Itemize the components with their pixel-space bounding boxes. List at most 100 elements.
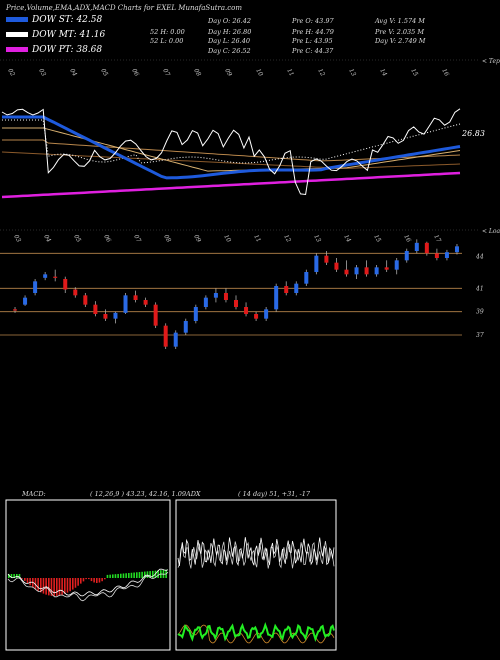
macd-histogram-bar [157, 570, 159, 578]
legend-dow-mt: DOW MT: 41.16 [6, 30, 105, 40]
macd-histogram-bar [29, 578, 31, 586]
macd-histogram-bar [93, 578, 95, 583]
macd-histogram-bar [133, 572, 135, 578]
candle-body [384, 267, 389, 270]
candle-body [183, 321, 188, 333]
macd-histogram-bar [26, 578, 29, 584]
ema-date-tick: 11 [285, 68, 295, 78]
macd-histogram-bar [90, 578, 93, 582]
ema-date-tick: 09 [223, 68, 233, 78]
candle-body [143, 300, 148, 305]
stat-day-low: Day L: 26.40 [208, 37, 251, 45]
macd-histogram-bar [152, 570, 154, 578]
candle-body [334, 262, 339, 270]
candle-body [13, 309, 18, 311]
candle-body [294, 283, 299, 293]
macd-histogram-bar [130, 572, 133, 578]
macd-histogram-bar [58, 578, 61, 596]
candle-body [63, 279, 68, 290]
candle-date-tick: 17 [432, 234, 442, 244]
legend-dow-st-label: DOW ST: 42.58 [32, 15, 103, 25]
legend-swatch-blue [6, 17, 28, 22]
macd-histogram-bar [122, 573, 125, 578]
stat-day-open: Day O: 26.42 [208, 17, 252, 25]
macd-histogram-bar [64, 578, 66, 594]
macd-histogram-bar [13, 574, 15, 578]
candle-body [123, 295, 128, 313]
ema-date-tick: 05 [99, 68, 109, 78]
candle-body [374, 267, 379, 275]
macd-histogram-bar [8, 574, 10, 578]
candle-body [284, 286, 289, 293]
ema-line-tan-short [2, 127, 461, 172]
candle-body [364, 267, 369, 275]
macd-histogram-bar [125, 573, 127, 578]
candle-body [304, 272, 309, 284]
candle-body [244, 307, 249, 314]
macd-histogram-bar [72, 578, 74, 590]
candle-date-tick: 06 [102, 234, 112, 244]
stat-avg-volume: Avg V: 1.574 M [375, 17, 425, 25]
candle-date-tick: 05 [72, 234, 82, 244]
adx-panel [175, 499, 337, 651]
macd-histogram-bar [144, 571, 146, 578]
macd-histogram-bar [21, 578, 23, 579]
ema-date-tick: 06 [130, 68, 140, 78]
macd-histogram-bar [61, 578, 63, 595]
macd-histogram-bar [74, 578, 77, 588]
macd-histogram-bar [40, 578, 42, 593]
macd-histogram-bar [120, 573, 122, 578]
candle-date-tick: 07 [132, 234, 142, 244]
adx-line-secondary [177, 541, 335, 569]
price-level-label: 37 [476, 332, 484, 339]
macd-histogram-bar [112, 574, 114, 578]
stat-pre-volume: Pre V: 2.035 M [375, 28, 425, 36]
ema-line-blue [2, 115, 461, 180]
macd-histogram-bar [88, 578, 90, 580]
macd-signal-line [7, 571, 169, 602]
stat-day-high: Day H: 26.80 [208, 28, 252, 36]
ema-last-price-label: 26.83 [461, 129, 485, 138]
macd-histogram-bar [136, 572, 138, 578]
candle-body [193, 307, 198, 321]
candle-body [83, 295, 88, 305]
candle-body [113, 312, 118, 319]
candle-body [404, 251, 409, 261]
candle-corner-label: < Loaan [482, 228, 500, 235]
macd-histogram-bar [37, 578, 39, 591]
macd-histogram-bar [48, 578, 50, 596]
ema-date-tick: 13 [347, 68, 357, 78]
macd-histogram-bar [128, 573, 130, 578]
candle-body [223, 293, 228, 300]
candle-date-tick: 11 [252, 234, 262, 244]
candle-body [274, 286, 279, 310]
macd-histogram-bar [114, 574, 117, 578]
stat-52w-low: 52 L: 0.00 [150, 37, 184, 45]
legend-dow-mt-label: DOW MT: 41.16 [32, 30, 106, 40]
macd-histogram-bar [96, 578, 98, 583]
candle-body [53, 276, 58, 278]
macd-histogram-bar [80, 578, 82, 584]
candle-date-tick: 04 [42, 234, 52, 244]
stat-day-close: Day C: 26.52 [208, 47, 251, 55]
ema-date-tick: 15 [409, 68, 419, 78]
price-level-label: 41 [475, 285, 484, 292]
macd-histogram-bar [45, 578, 47, 595]
ema-date-tick: 03 [37, 68, 47, 78]
candle-body [314, 255, 319, 272]
candle-body [43, 274, 48, 278]
candle-body [424, 242, 429, 254]
macd-line [7, 568, 169, 597]
macd-histogram-bar [138, 572, 141, 578]
candle-body [93, 304, 98, 314]
chart-title: Price,Volume,EMA,ADX,MACD Charts for EXE… [6, 4, 243, 12]
macd-histogram-bar [66, 578, 69, 593]
candle-body [444, 252, 449, 258]
adx-label: ADX [186, 490, 201, 498]
price-level-label: 44 [475, 253, 484, 260]
ema-price-line [1, 108, 461, 196]
macd-histogram-bar [69, 578, 71, 592]
macd-histogram-bar [101, 578, 103, 582]
ema-corner-label: < Tepx [482, 58, 500, 65]
stat-day-volume: Day V: 2.749 M [375, 37, 426, 45]
